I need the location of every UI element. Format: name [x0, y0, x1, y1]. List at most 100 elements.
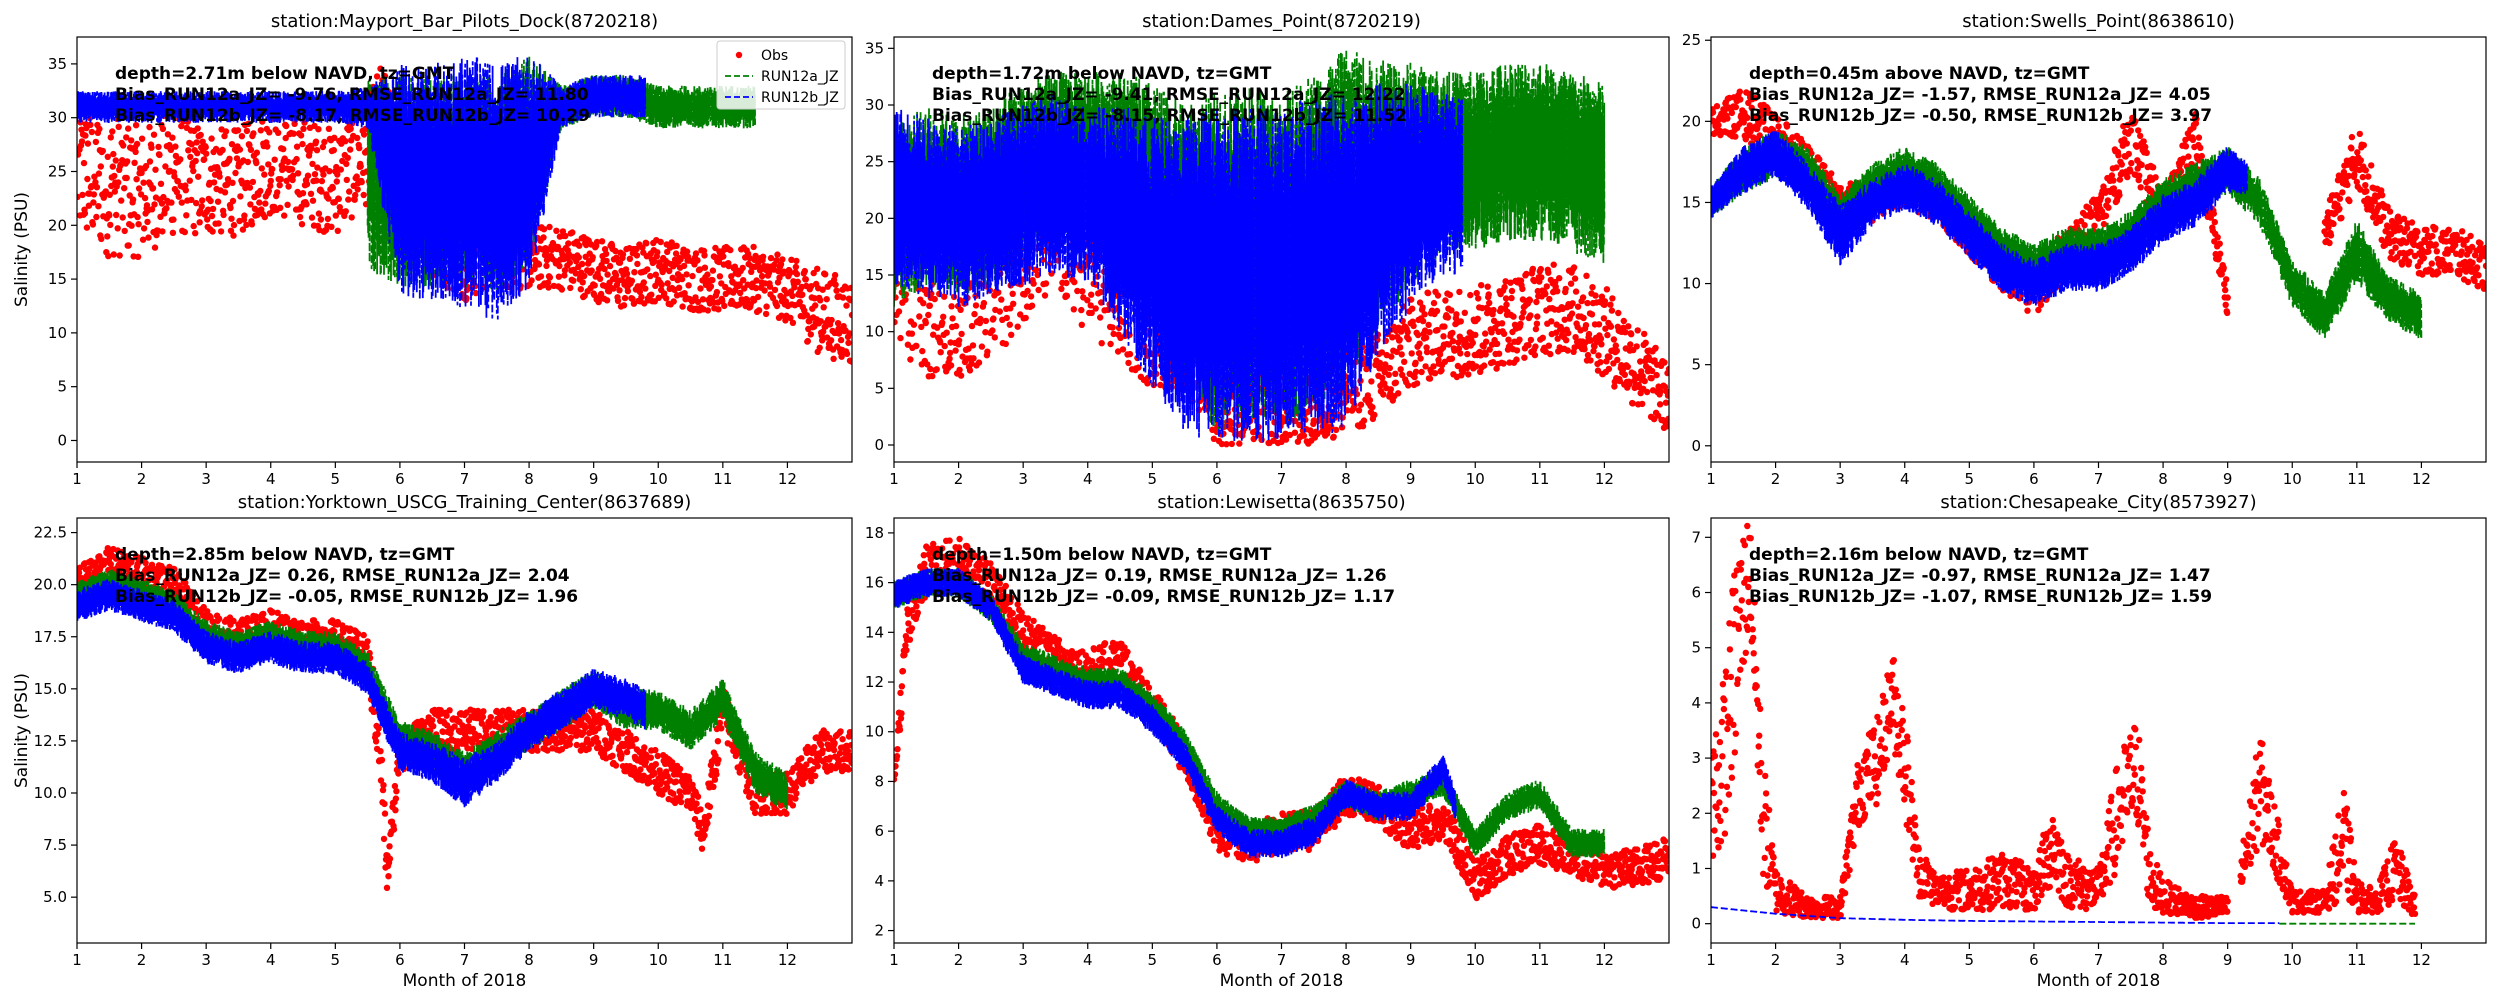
obs-point — [2435, 269, 2442, 276]
obs-point — [181, 228, 188, 236]
series-run12b-jz — [894, 83, 1464, 443]
y-tick-label: 10 — [1682, 275, 1701, 293]
obs-point — [707, 283, 715, 290]
obs-point — [172, 152, 180, 160]
panel-1: station:Mayport_Bar_Pilots_Dock(8720218)… — [12, 11, 853, 488]
obs-point — [2428, 260, 2435, 267]
obs-point — [1430, 363, 1437, 370]
obs-point — [907, 356, 914, 363]
y-tick-label: 20 — [865, 209, 884, 227]
obs-point — [793, 257, 800, 265]
obs-point — [1332, 426, 1340, 434]
obs-point — [640, 279, 647, 286]
obs-point — [187, 153, 194, 161]
obs-point — [1562, 285, 1569, 293]
obs-point — [2210, 210, 2217, 217]
obs-point — [135, 185, 143, 192]
obs-point — [794, 278, 801, 285]
obs-point — [138, 135, 146, 142]
obs-point — [2220, 264, 2227, 272]
obs-point — [540, 226, 548, 233]
obs-point — [948, 303, 955, 310]
obs-point — [1756, 132, 1763, 139]
obs-point — [670, 298, 677, 305]
obs-point — [314, 164, 321, 171]
obs-point — [111, 188, 119, 195]
obs-point — [1078, 321, 1086, 328]
obs-point — [82, 132, 89, 139]
obs-point — [1472, 331, 1479, 339]
obs-point — [1622, 329, 1629, 336]
obs-point — [1416, 340, 1423, 347]
obs-point — [897, 334, 904, 342]
obs-point — [244, 179, 251, 187]
obs-point — [1614, 356, 1621, 364]
legend-marker — [735, 51, 743, 59]
obs-point — [837, 336, 845, 344]
obs-point — [1572, 288, 1580, 295]
obs-point — [556, 262, 563, 270]
obs-point — [81, 210, 89, 217]
x-tick-label: 2 — [954, 470, 964, 488]
obs-point — [570, 277, 577, 284]
obs-point — [647, 272, 654, 280]
obs-point — [78, 138, 86, 145]
panel-3: station:Swells_Point(8638610)1 2 3 4 5 6 7 8 9 10… — [1682, 11, 2487, 488]
obs-point — [1109, 324, 1116, 331]
x-tick-label: 6 — [1212, 470, 1222, 488]
x-tick-label: 7 — [460, 470, 470, 488]
x-tick-label: 8 — [1341, 470, 1351, 488]
stats-line-2: Bias_RUN12a_JZ= -9.41, RMSE_RUN12a_JZ= 1… — [932, 85, 1406, 105]
obs-point — [704, 307, 712, 314]
obs-point — [1421, 311, 1428, 318]
obs-point — [193, 199, 200, 207]
obs-point — [1500, 330, 1508, 337]
obs-point — [269, 165, 276, 173]
obs-point — [2392, 244, 2399, 251]
obs-point — [1098, 340, 1105, 347]
obs-point — [115, 123, 122, 130]
obs-point — [121, 227, 128, 235]
obs-point — [109, 163, 117, 170]
obs-point — [1371, 411, 1378, 419]
obs-point — [980, 299, 988, 307]
obs-point — [546, 223, 553, 231]
obs-point — [1397, 344, 1404, 351]
obs-point — [1366, 396, 1374, 404]
obs-point — [80, 159, 88, 167]
obs-point — [786, 270, 794, 277]
obs-point — [106, 191, 114, 198]
obs-point — [1661, 359, 1668, 366]
obs-point — [1612, 342, 1620, 349]
obs-point — [146, 158, 154, 165]
obs-point — [84, 140, 92, 147]
obs-point — [315, 210, 323, 217]
obs-point — [679, 303, 686, 310]
obs-point — [88, 183, 95, 190]
stats-line-3: Bias_RUN12b_JZ= -8.15, RMSE_RUN12b_JZ= 1… — [932, 106, 1407, 126]
obs-point — [1606, 353, 1613, 361]
obs-point — [2127, 127, 2134, 134]
obs-point — [588, 267, 595, 274]
obs-point — [1431, 370, 1439, 377]
obs-point — [1063, 279, 1070, 287]
obs-point — [133, 140, 141, 148]
obs-point — [325, 195, 332, 202]
obs-point — [2113, 164, 2120, 171]
obs-point — [347, 146, 354, 153]
obs-point — [334, 171, 341, 178]
obs-point — [116, 252, 123, 259]
obs-point — [271, 156, 278, 163]
obs-point — [132, 148, 139, 156]
x-tick-label: 12 — [2412, 470, 2431, 488]
obs-point — [721, 302, 728, 310]
obs-point — [716, 273, 724, 280]
obs-point — [1587, 357, 1594, 364]
obs-point — [158, 200, 166, 207]
obs-point — [1513, 347, 1521, 354]
obs-point — [1405, 336, 1412, 343]
x-tick-label: 10 — [1466, 470, 1485, 488]
obs-point — [1527, 312, 1534, 319]
obs-point — [789, 292, 796, 300]
obs-point — [931, 295, 938, 303]
